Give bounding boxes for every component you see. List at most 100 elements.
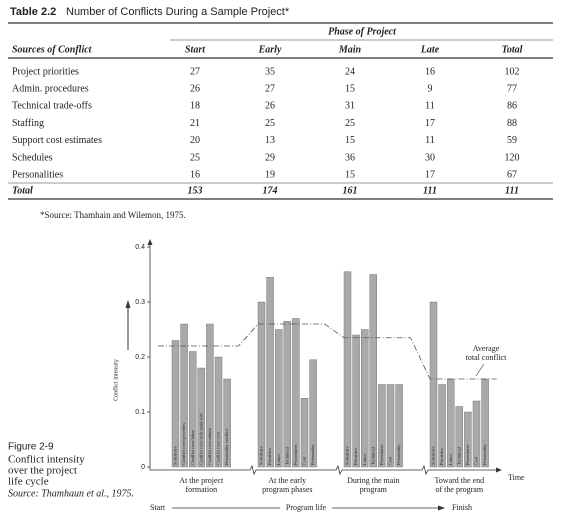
figure-source: Source: Thamhaun et al., 1975.	[8, 488, 134, 499]
bar-label: Priorities	[439, 448, 444, 465]
bar	[361, 329, 369, 468]
bar	[223, 378, 231, 468]
cell: 36	[345, 152, 355, 163]
bar	[266, 277, 274, 468]
cell: 17	[425, 118, 435, 129]
footnote: *Source: Thamhain and Wilemon, 1975.	[40, 210, 186, 220]
bar	[283, 321, 291, 468]
cell: 19	[265, 169, 275, 180]
row-label: Technical trade-offs	[12, 101, 92, 112]
cell: 102	[505, 66, 520, 77]
bar	[292, 318, 300, 468]
row-label: Schedules	[12, 152, 53, 163]
cell: 88	[507, 118, 517, 129]
group-label: formation	[186, 485, 218, 494]
column-header: Total	[502, 44, 523, 55]
finish-label: Finish	[452, 503, 472, 512]
bar-label: Priorities	[353, 448, 358, 465]
y-tick-label: 0.1	[135, 409, 145, 416]
bar-label: Schedules	[173, 446, 178, 465]
y-label-arrowhead	[125, 300, 131, 308]
bar-label: Cost	[302, 456, 307, 465]
bar-label: Cost	[474, 456, 479, 465]
bar-label: Priorities	[267, 448, 272, 465]
figure-caption: over the project	[8, 465, 77, 477]
cell: 29	[265, 152, 275, 163]
bar	[188, 351, 197, 468]
cell: 27	[265, 83, 275, 94]
bar	[447, 378, 455, 468]
bar-label: Conflict over priorities	[181, 423, 186, 465]
average-label: total conflict	[466, 353, 507, 362]
bar	[429, 301, 438, 468]
cell: 15	[345, 135, 355, 146]
cell: 25	[265, 118, 275, 129]
bar-label: Personality	[396, 444, 401, 465]
y-tick-label: 0.3	[135, 299, 145, 306]
cell: 120	[505, 152, 520, 163]
total-cell: 174	[263, 185, 278, 196]
cell: 9	[428, 83, 433, 94]
bar	[171, 340, 180, 468]
column-header: Main	[338, 44, 362, 55]
row-label: Admin. procedures	[12, 83, 89, 94]
group-label: program	[360, 485, 388, 494]
figure-caption: Conflict intensity	[8, 454, 85, 466]
cell: 31	[345, 101, 355, 112]
bar	[180, 323, 188, 468]
cell: 13	[265, 135, 275, 146]
bar-label: Technical	[284, 446, 289, 465]
bar	[309, 359, 317, 468]
total-cell: 111	[505, 185, 519, 196]
group-label: of the program	[436, 485, 484, 494]
bar-label: Personality conflict	[224, 428, 229, 465]
life-label: Program life	[286, 503, 327, 512]
cell: 21	[190, 118, 200, 129]
group-label: During the main	[347, 476, 399, 485]
y-tick-label: 0	[141, 464, 145, 471]
y-axis-label: Conflict intensity	[112, 359, 119, 401]
bar	[464, 411, 472, 468]
life-arrow	[438, 505, 445, 511]
bar-label: Conflict over cost	[216, 431, 221, 465]
x-axis-arrow	[496, 467, 502, 473]
bar-label: Procedures	[465, 444, 470, 465]
bar	[378, 384, 386, 468]
bar-label: Labor	[362, 454, 367, 465]
cell: 17	[425, 169, 435, 180]
cell: 11	[425, 101, 435, 112]
bar	[206, 323, 214, 468]
bar-label: Personality	[482, 444, 487, 465]
group-label: At the early	[268, 476, 306, 485]
cell: 15	[345, 169, 355, 180]
cell: 20	[190, 135, 200, 146]
bar-label: Conflict over labor	[190, 430, 195, 465]
cell: 77	[507, 83, 517, 94]
total-cell: 111	[423, 185, 437, 196]
row-label: Project priorities	[12, 66, 79, 77]
average-line	[158, 323, 497, 380]
table-number: Table 2.2	[10, 6, 56, 18]
cell: 26	[190, 83, 200, 94]
cell: 30	[425, 152, 435, 163]
bar	[214, 356, 223, 468]
bar	[257, 301, 266, 468]
y-axis-arrow	[147, 239, 153, 245]
bar	[395, 384, 403, 468]
column-header: Start	[185, 44, 206, 55]
cell: 25	[190, 152, 200, 163]
cell: 27	[190, 66, 200, 77]
cell: 24	[345, 66, 355, 77]
cell: 67	[507, 169, 517, 180]
bar-label: Cost	[388, 456, 393, 465]
bar-label: Schedules	[345, 446, 350, 465]
bar-label: Technical	[456, 446, 461, 465]
cell: 16	[190, 169, 200, 180]
cell: 16	[425, 66, 435, 77]
column-header: Late	[420, 44, 440, 55]
row-label: Personalities	[12, 169, 63, 180]
cell: 15	[345, 83, 355, 94]
bar-label: Conflict over admin	[207, 427, 212, 465]
bar	[275, 329, 283, 468]
total-cell: 153	[188, 185, 203, 196]
